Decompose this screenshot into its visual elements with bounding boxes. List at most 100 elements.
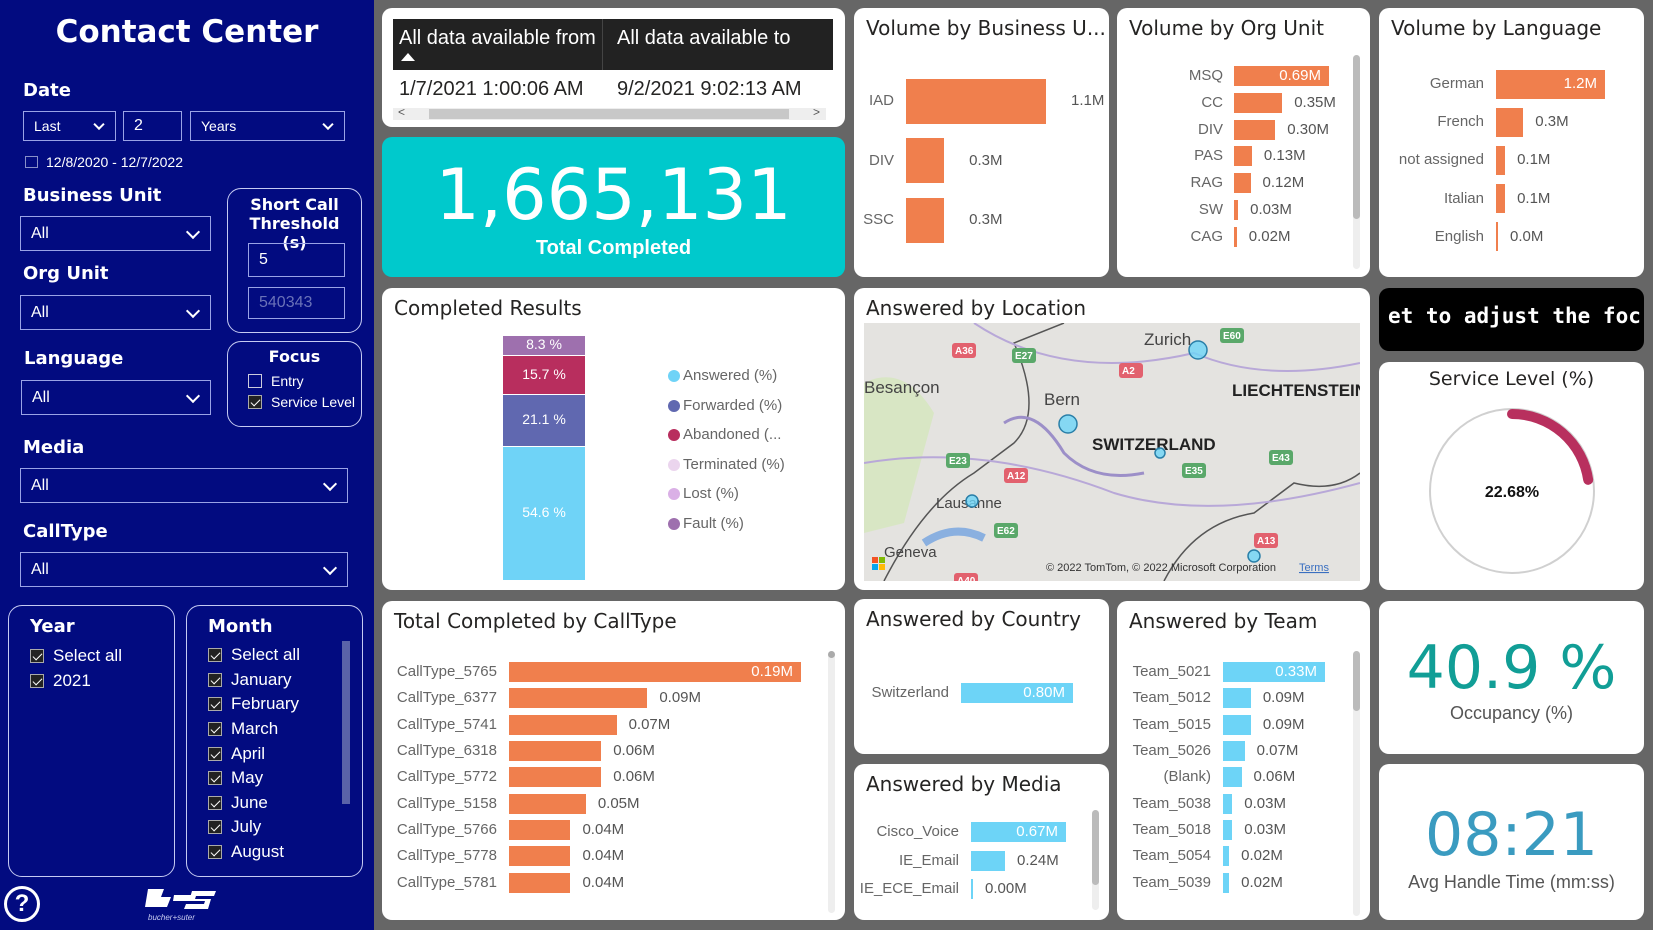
org-unit-dropdown[interactable]: All (20, 295, 211, 330)
bar-calltype-6318[interactable] (509, 741, 602, 762)
bar-team-5026[interactable] (1223, 741, 1245, 762)
slicer-item[interactable]: February (208, 692, 300, 717)
gauge-arc (1507, 409, 1594, 485)
bar-team-5039[interactable] (1223, 872, 1230, 893)
bar-english[interactable] (1496, 222, 1498, 252)
bar-calltype-5741[interactable] (509, 714, 617, 735)
slicer-item-label: February (231, 694, 300, 714)
short-call-threshold-input[interactable]: 5 (248, 243, 345, 277)
bar-calltype-5765[interactable] (509, 662, 801, 682)
calltype-scrollbar[interactable] (828, 651, 835, 913)
bar-div[interactable] (906, 138, 945, 183)
stack-segment-forwarded[interactable] (503, 393, 585, 446)
data-label: 0.03M (1244, 794, 1286, 812)
slicer-item[interactable]: March (208, 717, 300, 742)
map-bubble-bern[interactable] (1058, 414, 1078, 434)
slicer-item[interactable]: May (208, 766, 300, 791)
legend-item[interactable]: Forwarded (%) (683, 396, 783, 414)
bar-team-5018[interactable] (1223, 820, 1233, 841)
language-label: Language (24, 348, 124, 369)
bar-switzerland[interactable] (961, 683, 1073, 703)
legend-item[interactable]: Terminated (%) (683, 455, 785, 473)
map-bubble-lausanne[interactable] (965, 494, 979, 508)
bar-team-5015[interactable] (1223, 714, 1251, 735)
bar-msq[interactable] (1234, 66, 1329, 86)
bar-rag[interactable] (1234, 173, 1251, 194)
slicer-item[interactable]: June (208, 791, 300, 816)
bar-calltype-5778[interactable] (509, 846, 571, 867)
map-attribution: © 2022 TomTom, © 2022 Microsoft Corporat… (1046, 562, 1276, 574)
bar-team-5021[interactable] (1223, 662, 1325, 682)
bar-calltype-5766[interactable] (509, 820, 571, 841)
bar-calltype-5781[interactable] (509, 872, 571, 893)
slicer-item[interactable]: January (208, 668, 300, 693)
calltype-dropdown[interactable]: All (20, 552, 348, 587)
legend-item[interactable]: Fault (%) (683, 514, 744, 532)
slicer-item[interactable]: 2021 (30, 668, 122, 693)
bar-iad[interactable] (906, 78, 1046, 124)
bar-calltype-5772[interactable] (509, 767, 602, 788)
bar-ie-ece-email[interactable] (971, 879, 973, 899)
bar--blank-[interactable] (1223, 767, 1242, 788)
bar-team-5054[interactable] (1223, 846, 1230, 867)
map-canvas[interactable]: Besançon Bern Zurich Lausanne Geneva SWI… (864, 323, 1360, 581)
stack-segment-fault[interactable] (503, 335, 585, 356)
org-scrollbar[interactable] (1353, 55, 1360, 269)
scroll-right-icon[interactable]: > (812, 105, 820, 119)
bar-team-5012[interactable] (1223, 688, 1251, 709)
map-bubble-zurich[interactable] (1188, 340, 1208, 360)
bar-sw[interactable] (1234, 200, 1239, 220)
bar-calltype-6377[interactable] (509, 688, 648, 709)
bar-french[interactable] (1496, 107, 1524, 137)
slicer-item[interactable]: July (208, 815, 300, 840)
slicer-item[interactable]: Select all (30, 643, 122, 668)
data-availability-table: All data available from All data availab… (382, 8, 845, 127)
bar-german[interactable] (1496, 69, 1605, 99)
bar-ie-email[interactable] (971, 850, 1006, 871)
month-scrollbar[interactable] (342, 641, 350, 804)
bar-calltype-5158[interactable] (509, 793, 586, 814)
language-dropdown[interactable]: All (21, 380, 211, 415)
media-scrollbar[interactable] (1092, 810, 1099, 910)
legend-item[interactable]: Lost (%) (683, 485, 739, 502)
chart-title: Volume by Language (1391, 16, 1602, 40)
bar-cag[interactable] (1234, 226, 1237, 247)
stack-segment-answered[interactable] (503, 445, 585, 580)
category-label: Italian (1443, 189, 1484, 207)
chart-title: Answered by Location (866, 296, 1087, 320)
scroll-left-icon[interactable]: < (398, 105, 406, 119)
date-mode-dropdown[interactable]: Last (23, 111, 116, 141)
short-call-secondary-input[interactable]: 540343 (248, 287, 345, 319)
focus-option-service-level[interactable]: Service Level (248, 391, 361, 412)
map-bubble-central[interactable] (1154, 447, 1166, 459)
business-unit-dropdown[interactable]: All (20, 216, 211, 251)
team-scrollbar[interactable] (1353, 651, 1360, 916)
bar-cc[interactable] (1234, 92, 1283, 113)
map-bubble-ticino[interactable] (1247, 549, 1261, 563)
bar-cisco-voice[interactable] (971, 822, 1066, 842)
map-terms-link[interactable]: Terms (1299, 562, 1329, 574)
media-dropdown[interactable]: All (20, 468, 348, 503)
bar-italian[interactable] (1496, 184, 1506, 214)
legend-item[interactable]: Answered (%) (683, 367, 778, 384)
checkbox-checked-icon (30, 648, 44, 663)
slicer-item[interactable]: Select all (208, 643, 300, 668)
data-label: 0.04M (582, 847, 625, 865)
bar-div[interactable] (1234, 119, 1276, 140)
column-header-from[interactable]: All data available from (399, 27, 596, 49)
column-header-to[interactable]: All data available to (617, 27, 791, 49)
date-count-input[interactable]: 2 (123, 111, 182, 141)
slicer-item[interactable]: April (208, 741, 300, 766)
date-unit-dropdown[interactable]: Years (190, 111, 345, 141)
stack-segment-abandoned[interactable] (503, 355, 585, 394)
focus-option-entry[interactable]: Entry (248, 370, 361, 391)
bar-team-5038[interactable] (1223, 793, 1233, 814)
horizontal-scrollbar[interactable]: < > (393, 105, 826, 120)
volume-by-language-chart: Volume by Language German 1.2M French 0.3M no… (1379, 8, 1644, 277)
bar-ssc[interactable] (906, 197, 945, 243)
legend-item[interactable]: Abandoned (... (683, 426, 782, 443)
bar-not-assigned[interactable] (1496, 145, 1506, 175)
bar-pas[interactable] (1234, 146, 1252, 167)
help-question-icon[interactable]: ? (4, 886, 40, 922)
slicer-item[interactable]: August (208, 840, 300, 865)
